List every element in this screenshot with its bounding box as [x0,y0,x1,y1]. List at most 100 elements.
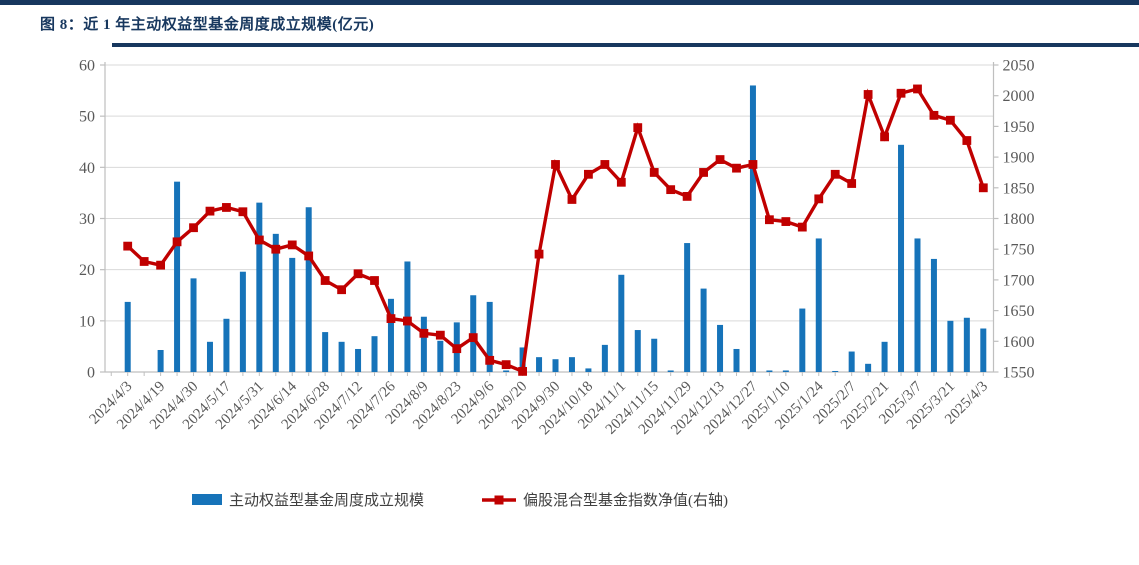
line-marker [913,84,922,94]
bar [684,243,691,372]
line-marker [649,168,659,177]
line-marker [353,269,363,279]
line-marker [386,314,396,323]
bar [618,274,625,372]
line-marker [748,160,758,169]
line-marker [304,251,314,261]
bar [832,370,839,372]
bar [848,351,855,372]
line-marker [254,235,264,245]
line-marker [501,360,511,370]
bar [355,348,362,372]
line-marker [962,136,972,145]
bar [667,370,674,372]
line-marker [567,195,577,204]
bar [733,348,740,372]
bar [437,340,444,372]
line-marker [633,123,643,133]
line-marker [814,194,824,204]
line-marker [600,160,610,169]
line-marker [534,249,544,259]
line-series [123,84,988,376]
svg-text:60: 60 [79,58,95,75]
top-border-rule [0,0,1139,5]
line-marker [551,160,560,169]
line-marker [222,203,231,212]
bar [700,288,707,372]
line-marker [320,276,330,285]
line-marker [584,169,593,179]
bar [223,318,230,372]
line-marker [732,163,741,173]
bar [552,359,559,372]
svg-text:1750: 1750 [1003,242,1035,259]
bar [717,324,724,372]
line-marker [370,276,379,285]
bar [865,363,872,372]
bar [420,316,427,372]
line-marker [337,285,347,295]
svg-text:2050: 2050 [1003,58,1035,75]
bar [206,341,213,372]
svg-text:50: 50 [79,109,95,126]
bar [568,357,575,372]
svg-text:1850: 1850 [1003,180,1035,197]
legend-item-bar: 主动权益型基金周度成立规模 [191,489,424,510]
line-marker [682,191,692,201]
bar [766,370,773,372]
svg-text:40: 40 [79,160,95,177]
line-marker [863,90,873,99]
line-marker [156,260,166,270]
bar [486,301,493,372]
legend-item-line: 偏股混合型基金指数净值(右轴) [482,489,728,510]
bar [124,301,131,372]
bar [980,328,987,372]
svg-text:1950: 1950 [1003,119,1035,136]
svg-text:2000: 2000 [1003,88,1035,105]
bar [322,332,329,372]
bar [799,308,806,372]
bar [503,370,510,372]
svg-text:30: 30 [79,211,95,228]
svg-text:20: 20 [79,262,95,279]
axes [100,62,999,376]
line-marker [616,177,626,187]
line-marker [485,355,495,365]
svg-text:1800: 1800 [1003,211,1035,228]
bar [601,344,608,372]
line-marker [271,244,281,254]
bar [634,330,641,372]
line-marker [139,257,149,266]
bar [914,238,921,372]
line-marker [205,206,215,216]
line-marker [699,168,708,177]
line-marker [847,179,857,188]
bar [305,207,312,372]
bar [272,233,279,372]
bar [289,257,296,372]
bar-series-swatch-icon [191,494,222,505]
line-marker [830,169,840,179]
line-marker [468,333,478,343]
line-marker [945,115,955,125]
bar [387,298,394,372]
bar [749,85,756,372]
bar [371,336,378,372]
svg-text:1550: 1550 [1003,365,1035,382]
bar [963,317,970,372]
bar [947,320,954,372]
line-marker [287,240,297,250]
line-marker [518,366,527,376]
svg-text:0: 0 [87,365,95,382]
line-marker [172,237,182,247]
line-marker [929,110,939,120]
line-marker [797,222,807,232]
line-marker [781,217,791,226]
chart-legend: 主动权益型基金周度成立规模 偏股混合型基金指数净值(右轴) [0,489,920,510]
bar [338,341,345,372]
line-marker [419,328,429,338]
legend-bar-label: 主动权益型基金周度成立规模 [228,493,424,509]
bar [898,144,905,372]
bar [815,238,822,372]
